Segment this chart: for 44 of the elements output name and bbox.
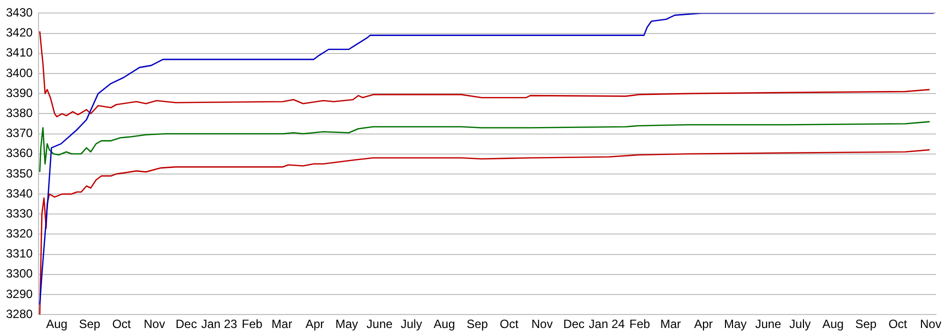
x-tick-label: Feb [242,317,263,332]
y-tick-label: 3320 [6,226,34,241]
y-tick-label: 3430 [6,6,34,20]
x-tick-label: Oct [500,317,520,332]
x-tick-label: May [335,317,358,332]
y-tick-label: 3340 [6,186,34,200]
y-tick-label: 3330 [6,206,34,220]
y-tick-label: 3370 [6,126,34,140]
x-tick-label: Apr [694,317,713,332]
x-tick-label: June [366,317,393,332]
y-tick-label: 3310 [6,246,34,261]
x-tick-label: Sep [855,317,877,332]
x-tick-label: Apr [305,317,324,332]
y-tick-label: 3360 [6,146,34,160]
x-tick-label: July [400,317,422,332]
y-tick-label: 3290 [6,286,34,301]
x-tick-label: Oct [112,317,132,332]
x-tick-label: Nov [144,317,166,332]
x-tick-label: Feb [629,317,650,332]
y-tick-label: 3410 [6,46,34,60]
x-tick-label: Aug [434,317,456,332]
x-tick-label: Jan 24 [588,317,626,332]
x-tick-label: Mar [272,317,292,332]
x-tick-label: Sep [78,317,101,332]
y-tick-label: 3300 [6,266,34,281]
y-tick-label: 3390 [6,86,34,100]
y-tick-label: 3350 [6,166,34,180]
x-tick-label: Nov [531,317,553,332]
y-tick-label: 3280 [6,306,34,321]
x-tick-label: Mar [660,317,681,332]
y-tick-label: 3400 [6,66,34,80]
x-tick-label: May [724,317,747,332]
x-tick-label: Dec [563,317,585,332]
x-tick-label: Dec [176,317,197,332]
x-tick-label: Aug [822,317,844,332]
x-tick-label: Nov [920,317,942,332]
x-tick-label: June [755,317,782,332]
y-tick-label: 3380 [6,106,34,120]
x-tick-label: Aug [46,317,68,332]
x-tick-label: Jan 23 [201,317,238,332]
x-tick-label: Sep [466,317,488,332]
x-tick-label: July [789,317,811,332]
x-tick-label: Oct [888,317,908,332]
y-tick-label: 3420 [6,26,34,40]
